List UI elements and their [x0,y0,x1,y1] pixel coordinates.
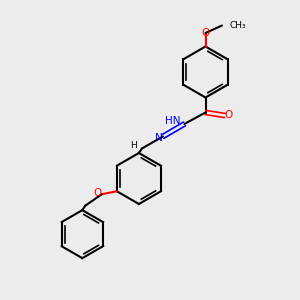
Text: O: O [93,188,101,198]
Text: O: O [224,110,233,121]
Text: HN: HN [165,116,181,127]
Text: H: H [130,141,137,150]
Text: CH₃: CH₃ [230,21,246,30]
Text: O: O [201,28,210,38]
Text: N: N [154,133,162,143]
